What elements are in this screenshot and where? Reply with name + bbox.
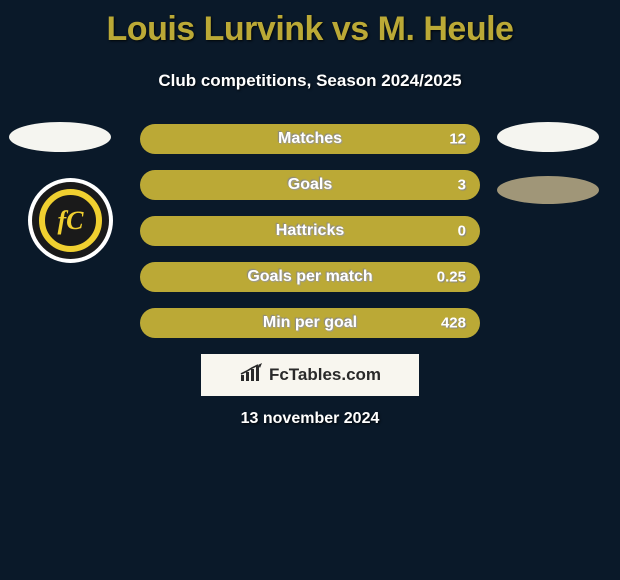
bar-row-goals: Goals 3 [140, 170, 480, 200]
bar-value: 0 [458, 223, 466, 240]
bar-row-hattricks: Hattricks 0 [140, 216, 480, 246]
watermark: FcTables.com [201, 354, 419, 396]
comparison-bars: Matches 12 Goals 3 Hattricks 0 Goals per… [140, 124, 480, 354]
bar-row-matches: Matches 12 [140, 124, 480, 154]
page-title: Louis Lurvink vs M. Heule [0, 0, 620, 49]
bar-label: Hattricks [276, 222, 344, 240]
player-right-club-avatar [497, 176, 599, 204]
bar-value: 0.25 [437, 269, 466, 286]
club-badge-text: fC [39, 189, 102, 252]
bar-row-min-per-goal: Min per goal 428 [140, 308, 480, 338]
bar-value: 428 [441, 315, 466, 332]
chart-icon [239, 363, 265, 388]
bar-label: Goals [288, 176, 332, 194]
watermark-text: FcTables.com [269, 365, 381, 385]
bar-value: 3 [458, 177, 466, 194]
bar-value: 12 [449, 131, 466, 148]
subtitle: Club competitions, Season 2024/2025 [0, 71, 620, 91]
bar-row-goals-per-match: Goals per match 0.25 [140, 262, 480, 292]
player-left-avatar [9, 122, 111, 152]
date-text: 13 november 2024 [0, 410, 620, 428]
club-badge-inner: fC [32, 182, 109, 259]
bar-label: Min per goal [263, 314, 357, 332]
club-badge-left: fC [28, 178, 113, 263]
player-right-avatar [497, 122, 599, 152]
bar-label: Goals per match [247, 268, 372, 286]
bar-label: Matches [278, 130, 342, 148]
